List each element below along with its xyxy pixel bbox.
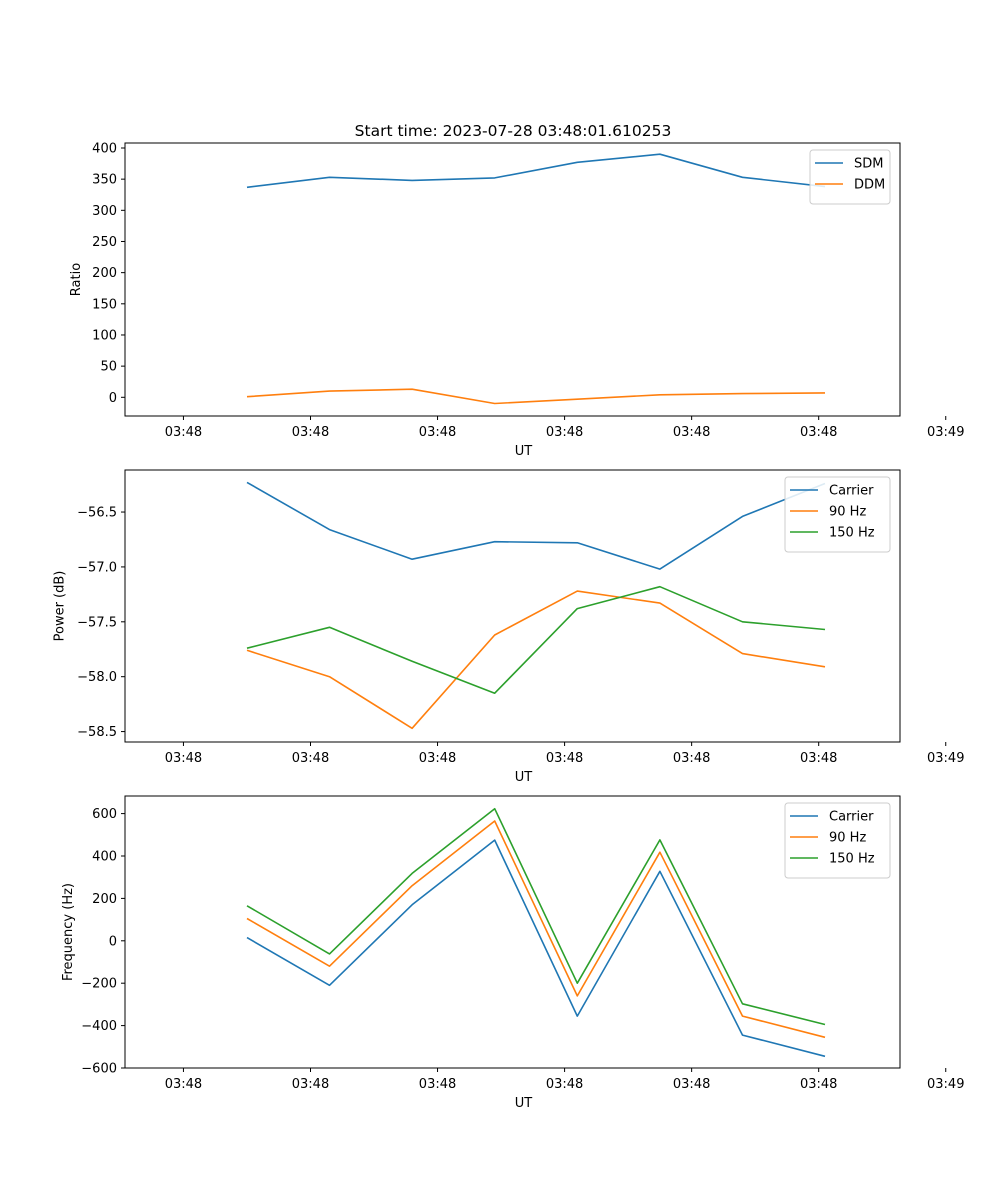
legend-label: DDM (854, 178, 885, 193)
x-axis-label: UT (515, 444, 533, 459)
x-axis-label: UT (515, 1096, 533, 1111)
x-tick-label: 03:48 (673, 751, 710, 766)
x-tick-label: 03:48 (673, 1077, 710, 1092)
x-tick-label: 03:48 (292, 1077, 329, 1092)
x-tick-label: 03:49 (927, 425, 964, 440)
y-tick-label: −57.0 (77, 560, 117, 575)
panel-3: 03:48 03:48 03:48 03:48 03:48 03:48 03:49 600 40… (61, 795, 964, 1111)
legend-box (784, 802, 891, 879)
y-axis-label: Frequency (Hz) (61, 883, 76, 981)
series-line-carrier (246, 481, 826, 570)
x-tick-label: 03:48 (292, 425, 329, 440)
axes-frame (124, 795, 901, 1069)
y-tick-label: 100 (92, 328, 117, 343)
series-line-carrier (246, 839, 826, 1058)
x-tick-label: 03:48 (673, 425, 710, 440)
y-tick-label: −58.0 (77, 670, 117, 685)
y-tick-label: 0 (109, 934, 117, 949)
axes-frame (124, 469, 901, 743)
x-tick-label: 03:48 (165, 751, 202, 766)
y-axis-label: Power (dB) (53, 571, 68, 642)
y-tick-label: 400 (92, 849, 117, 864)
y-tick-label: 50 (100, 360, 117, 375)
x-tick-label: 03:48 (800, 751, 837, 766)
y-tick-label: 250 (92, 235, 117, 250)
panel-1: 03:48 03:48 03:48 03:48 03:48 03:48 03:49 0 50 10… (69, 141, 964, 459)
y-tick-label: −58.5 (77, 725, 117, 740)
y-tick-label: 200 (92, 266, 117, 281)
x-tick-label: 03:48 (165, 425, 202, 440)
x-tick-label: 03:48 (419, 751, 456, 766)
chart-panels: 03:48 03:48 03:48 03:48 03:48 03:48 03:49 0 50 10… (53, 141, 965, 1111)
x-tick-label: 03:48 (419, 1077, 456, 1092)
legend-label: 90 Hz (829, 831, 866, 846)
y-axis-label: Ratio (69, 263, 84, 296)
legend-label: Carrier (829, 484, 874, 499)
series-line-150-hz (246, 585, 826, 695)
series-line-150-hz (246, 807, 826, 1026)
y-tick-label: −56.5 (77, 506, 117, 521)
x-tick-label: 03:48 (292, 751, 329, 766)
y-tick-label: −57.5 (77, 615, 117, 630)
series-line-90-hz (246, 820, 826, 1039)
x-tick-label: 03:48 (419, 425, 456, 440)
figure-title: Start time: 2023-07-28 03:48:01.610253 (355, 122, 672, 140)
x-tick-label: 03:48 (165, 1077, 202, 1092)
panel-2: 03:48 03:48 03:48 03:48 03:48 03:48 03:49 −56.5… (53, 469, 964, 785)
x-tick-label: 03:48 (546, 1077, 583, 1092)
legend: Carrier 90 Hz 150 Hz (784, 476, 891, 553)
legend-box (784, 476, 891, 553)
y-tick-label: 400 (92, 141, 117, 156)
legend: Carrier 90 Hz 150 Hz (784, 802, 891, 879)
legend-label: 90 Hz (829, 505, 866, 520)
legend-label: SDM (854, 157, 883, 172)
legend-label: Carrier (829, 810, 874, 825)
y-tick-label: −400 (81, 1019, 117, 1034)
x-tick-label: 03:48 (546, 751, 583, 766)
x-tick-label: 03:48 (800, 425, 837, 440)
series-line-sdm (246, 153, 826, 189)
y-tick-label: 150 (92, 297, 117, 312)
series-line-ddm (246, 388, 826, 405)
x-axis-label: UT (515, 770, 533, 785)
y-tick-label: −200 (81, 977, 117, 992)
x-tick-label: 03:49 (927, 1077, 964, 1092)
legend-label: 150 Hz (829, 852, 875, 867)
legend-label: 150 Hz (829, 526, 875, 541)
y-tick-label: 300 (92, 204, 117, 219)
series-line-90-hz (246, 590, 826, 730)
x-tick-label: 03:48 (546, 425, 583, 440)
legend: SDM DDM (809, 149, 891, 205)
x-tick-label: 03:48 (800, 1077, 837, 1092)
x-tick-label: 03:49 (927, 751, 964, 766)
y-tick-label: 0 (109, 391, 117, 406)
y-tick-label: 350 (92, 173, 117, 188)
y-tick-label: −600 (81, 1062, 117, 1077)
y-tick-label: 600 (92, 807, 117, 822)
axes-frame (124, 142, 901, 417)
y-tick-label: 200 (92, 892, 117, 907)
